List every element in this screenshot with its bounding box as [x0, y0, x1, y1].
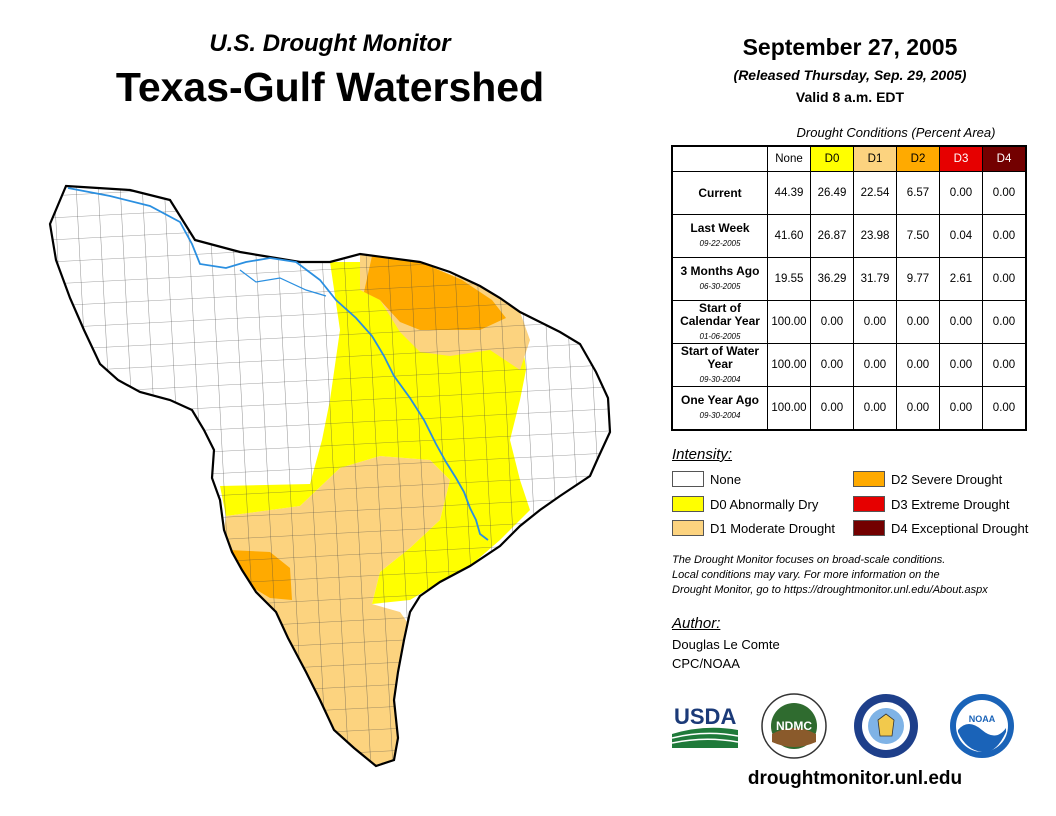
table-cell: 100.00: [767, 343, 811, 387]
table-row: Last Week 09-22-2005 41.60 26.87 23.98 7.…: [671, 214, 1027, 258]
noaa-logo[interactable]: NOAA: [948, 692, 1016, 760]
table-row: One Year Ago 09-30-2004 100.00 0.00 0.00 …: [671, 386, 1027, 431]
legend-label: D1 Moderate Drought: [710, 520, 836, 536]
col-d4: D4: [982, 145, 1027, 172]
table-cell: 0.00: [982, 343, 1027, 387]
table-cell: 19.55: [767, 257, 811, 301]
table-cell: 0.00: [939, 343, 983, 387]
watershed-map: [48, 184, 612, 768]
table-cell: 100.00: [767, 300, 811, 344]
legend-item: D4 Exceptional Drought: [853, 520, 1028, 536]
ndmc-logo[interactable]: NDMC: [760, 692, 828, 760]
table-cell: 0.00: [810, 343, 854, 387]
river: [67, 187, 489, 541]
commerce-seal-logo[interactable]: [852, 692, 920, 760]
table-cell: 100.00: [767, 386, 811, 431]
table-row: Start of Water Year 09-30-2004 100.00 0.0…: [671, 343, 1027, 387]
table-cell: 0.00: [982, 386, 1027, 431]
table-cell: 2.61: [939, 257, 983, 301]
table-cell: 0.00: [896, 386, 940, 431]
note-line: Local conditions may vary. For more info…: [672, 569, 940, 581]
col-d0: D0: [810, 145, 854, 172]
row-label: Current: [671, 171, 768, 215]
legend-label: D0 Abnormally Dry: [710, 496, 819, 512]
info-note: The Drought Monitor focuses on broad-sca…: [672, 553, 1042, 598]
table-row: 3 Months Ago 06-30-2005 19.55 36.29 31.79…: [671, 257, 1027, 301]
legend-swatch: [672, 496, 704, 512]
table-cell: 0.00: [939, 171, 983, 215]
table-cell: 26.49: [810, 171, 854, 215]
map-title: Texas-Gulf Watershed: [115, 64, 545, 110]
table-cell: 26.87: [810, 214, 854, 258]
col-d1: D1: [853, 145, 897, 172]
table-cell: 0.00: [939, 300, 983, 344]
legend-label: D2 Severe Drought: [891, 471, 1003, 487]
drought-table: None D0 D1 D2 D3 D4 Current 44.39 26.49 …: [671, 145, 1027, 431]
legend-label: None: [710, 471, 742, 487]
row-label: Start of Calendar Year 01-06-2005: [671, 300, 768, 344]
table-cell: 0.00: [982, 257, 1027, 301]
table-cell: 9.77: [896, 257, 940, 301]
col-d2: D2: [896, 145, 940, 172]
table-cell: 0.04: [939, 214, 983, 258]
table-cell: 41.60: [767, 214, 811, 258]
col-none: None: [767, 145, 811, 172]
table-cell: 44.39: [767, 171, 811, 215]
legend-item: D3 Extreme Drought: [853, 496, 1010, 512]
legend-swatch: [853, 471, 885, 487]
legend-swatch: [853, 496, 885, 512]
release-date: (Released Thursday, Sep. 29, 2005): [733, 67, 967, 83]
row-label: One Year Ago 09-30-2004: [671, 386, 768, 431]
author-name: Douglas Le Comte: [672, 637, 780, 652]
table-cell: 0.00: [896, 300, 940, 344]
row-label: Start of Water Year 09-30-2004: [671, 343, 768, 387]
legend-label: D3 Extreme Drought: [891, 496, 1010, 512]
table-cell: 0.00: [853, 386, 897, 431]
table-cell: 7.50: [896, 214, 940, 258]
legend-title: Intensity:: [672, 446, 733, 463]
note-line: The Drought Monitor focuses on broad-sca…: [672, 554, 946, 566]
table-cell: 0.00: [810, 300, 854, 344]
table-cell: 22.54: [853, 171, 897, 215]
svg-text:NOAA: NOAA: [969, 714, 996, 724]
legend-label: D4 Exceptional Drought: [891, 520, 1029, 536]
table-cell: 0.00: [810, 386, 854, 431]
table-cell: 23.98: [853, 214, 897, 258]
row-label: Last Week 09-22-2005: [671, 214, 768, 258]
legend-swatch: [672, 520, 704, 536]
legend-item: D1 Moderate Drought: [672, 520, 835, 536]
map-subtitle: U.S. Drought Monitor: [209, 30, 451, 57]
table-cell: 0.00: [853, 343, 897, 387]
legend-swatch: [672, 471, 704, 487]
legend-item: D2 Severe Drought: [853, 471, 1002, 487]
table-cell: 6.57: [896, 171, 940, 215]
row-label: 3 Months Ago 06-30-2005: [671, 257, 768, 301]
table-cell: 0.00: [982, 300, 1027, 344]
table-cell: 0.00: [853, 300, 897, 344]
usda-logo[interactable]: USDA: [672, 700, 738, 750]
table-cell: 0.00: [939, 386, 983, 431]
table-cell: 0.00: [982, 214, 1027, 258]
legend-swatch: [853, 520, 885, 536]
table-cell: 36.29: [810, 257, 854, 301]
river: [239, 269, 327, 297]
table-cell: 0.00: [982, 171, 1027, 215]
legend-item: None: [672, 471, 741, 487]
table-row: Current 44.39 26.49 22.54 6.57 0.00 0.00: [671, 171, 1027, 215]
footer-url[interactable]: droughtmonitor.unl.edu: [747, 768, 963, 789]
table-caption: Drought Conditions (Percent Area): [796, 125, 996, 140]
svg-text:USDA: USDA: [674, 704, 736, 729]
author-label: Author:: [672, 615, 721, 632]
svg-text:NDMC: NDMC: [776, 719, 812, 733]
legend-item: D0 Abnormally Dry: [672, 496, 818, 512]
map-date: September 27, 2005: [742, 34, 958, 60]
valid-time: Valid 8 a.m. EDT: [795, 89, 905, 105]
author-org: CPC/NOAA: [672, 656, 740, 671]
table-row: Start of Calendar Year 01-06-2005 100.00 …: [671, 300, 1027, 344]
col-d3: D3: [939, 145, 983, 172]
table-cell: 0.00: [896, 343, 940, 387]
note-line[interactable]: Drought Monitor, go to https://droughtmo…: [672, 584, 988, 596]
table-cell: 31.79: [853, 257, 897, 301]
